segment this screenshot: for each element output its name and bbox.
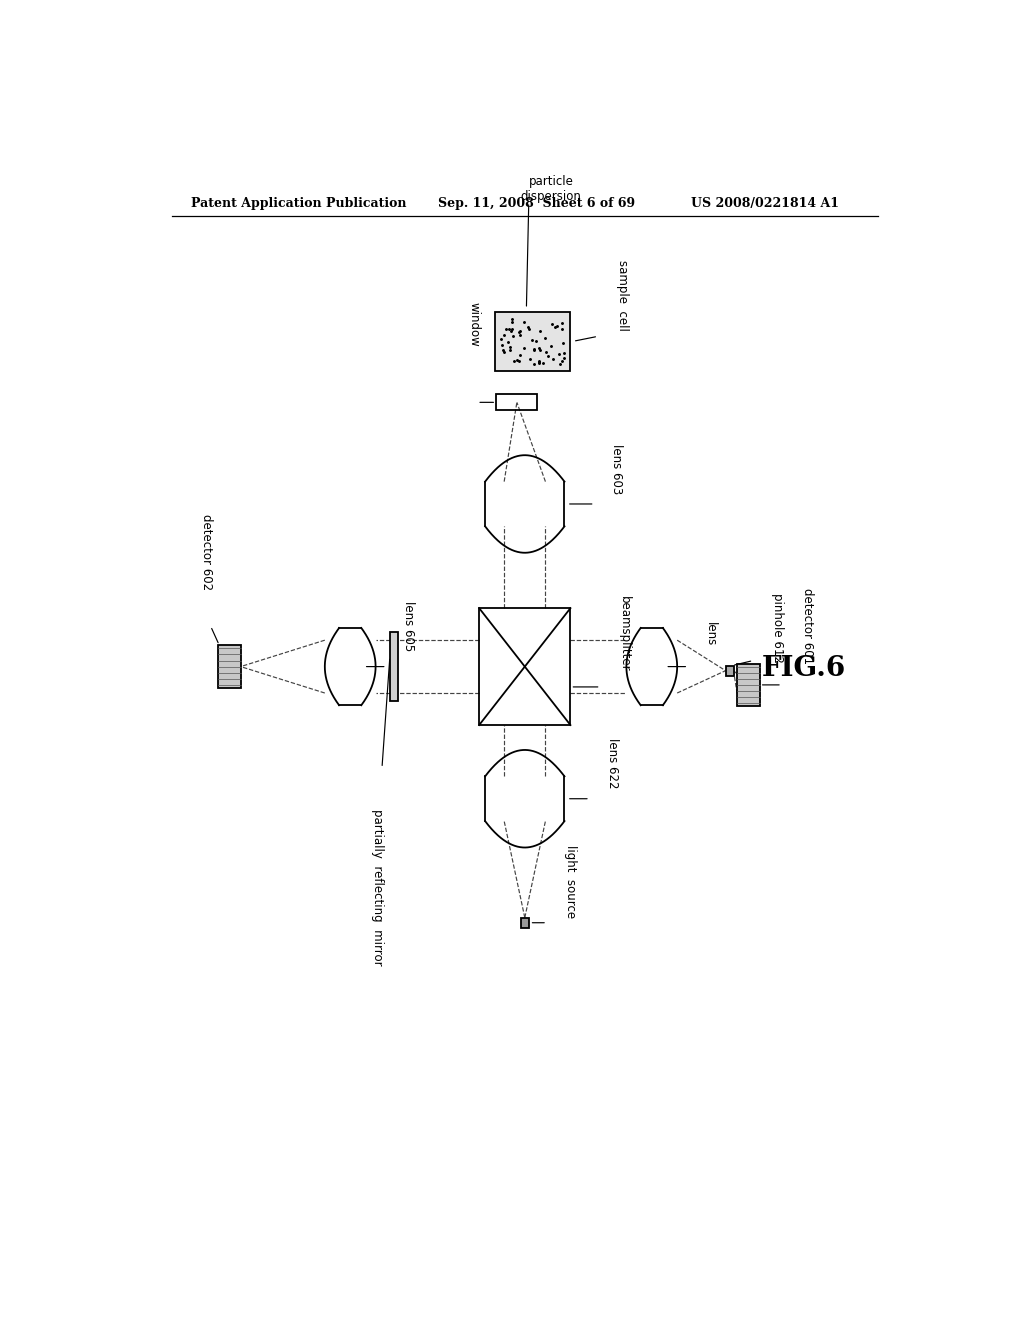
Point bbox=[531, 351, 548, 372]
Text: Sep. 11, 2008  Sheet 6 of 69: Sep. 11, 2008 Sheet 6 of 69 bbox=[437, 197, 635, 210]
Point bbox=[527, 330, 544, 351]
Point bbox=[512, 345, 528, 366]
Bar bbox=[479, 609, 570, 725]
Bar bbox=[497, 395, 538, 411]
Point bbox=[504, 308, 520, 329]
Point bbox=[531, 319, 548, 341]
Point bbox=[520, 318, 537, 339]
Point bbox=[504, 312, 520, 333]
Point bbox=[531, 352, 548, 374]
Bar bbox=[726, 665, 733, 676]
Text: partially  reflecting  mirror: partially reflecting mirror bbox=[372, 809, 384, 965]
Point bbox=[498, 318, 514, 339]
Point bbox=[543, 335, 559, 356]
Bar bbox=[495, 312, 570, 371]
Point bbox=[555, 333, 571, 354]
Text: Patent Application Publication: Patent Application Publication bbox=[191, 197, 407, 210]
Point bbox=[511, 351, 527, 372]
Point bbox=[554, 319, 570, 341]
Point bbox=[500, 331, 516, 352]
Text: lens 603: lens 603 bbox=[609, 444, 623, 494]
Point bbox=[495, 339, 511, 360]
Point bbox=[493, 329, 509, 350]
Point bbox=[504, 318, 520, 339]
Point bbox=[554, 313, 570, 334]
Point bbox=[547, 317, 563, 338]
Point bbox=[531, 338, 548, 359]
Point bbox=[536, 352, 552, 374]
Point bbox=[549, 315, 565, 337]
Point bbox=[531, 339, 548, 360]
Point bbox=[537, 327, 553, 348]
Point bbox=[512, 321, 528, 342]
Text: beamsplitter: beamsplitter bbox=[617, 597, 631, 672]
Text: US 2008/0221814 A1: US 2008/0221814 A1 bbox=[691, 197, 840, 210]
Point bbox=[554, 350, 570, 371]
Text: FIG.6: FIG.6 bbox=[761, 655, 846, 682]
Point bbox=[552, 352, 568, 374]
Text: detector 601: detector 601 bbox=[801, 589, 814, 664]
Bar bbox=[218, 645, 241, 688]
Point bbox=[512, 325, 528, 346]
Text: particle
dispersion: particle dispersion bbox=[521, 174, 582, 203]
Point bbox=[540, 345, 556, 366]
Point bbox=[551, 343, 567, 364]
Text: detector 602: detector 602 bbox=[200, 515, 213, 590]
Point bbox=[525, 339, 542, 360]
Point bbox=[503, 319, 519, 341]
Point bbox=[516, 338, 532, 359]
Bar bbox=[737, 664, 760, 706]
Bar bbox=[521, 917, 528, 928]
Point bbox=[502, 339, 518, 360]
Point bbox=[516, 312, 532, 333]
Text: window: window bbox=[468, 302, 480, 346]
Point bbox=[539, 341, 555, 362]
Point bbox=[511, 321, 527, 342]
Text: sample  cell: sample cell bbox=[615, 260, 629, 331]
Point bbox=[545, 348, 561, 370]
Point bbox=[526, 339, 543, 360]
Text: lens: lens bbox=[705, 622, 717, 647]
Point bbox=[555, 342, 571, 363]
Text: light  source: light source bbox=[564, 845, 578, 917]
Text: lens 622: lens 622 bbox=[605, 738, 618, 788]
Point bbox=[505, 325, 521, 346]
Point bbox=[494, 334, 510, 355]
Point bbox=[502, 337, 518, 358]
Point bbox=[526, 354, 543, 375]
Text: lens 605: lens 605 bbox=[402, 601, 416, 651]
Point bbox=[555, 347, 571, 368]
Point bbox=[530, 351, 547, 372]
Point bbox=[544, 314, 560, 335]
Text: pinhole 612: pinhole 612 bbox=[771, 593, 783, 663]
Point bbox=[524, 330, 541, 351]
Bar bbox=[390, 632, 398, 701]
Point bbox=[520, 315, 537, 337]
Point bbox=[501, 318, 517, 339]
Point bbox=[496, 325, 512, 346]
Point bbox=[509, 348, 525, 370]
Point bbox=[521, 348, 538, 370]
Point bbox=[496, 342, 512, 363]
Point bbox=[506, 351, 522, 372]
